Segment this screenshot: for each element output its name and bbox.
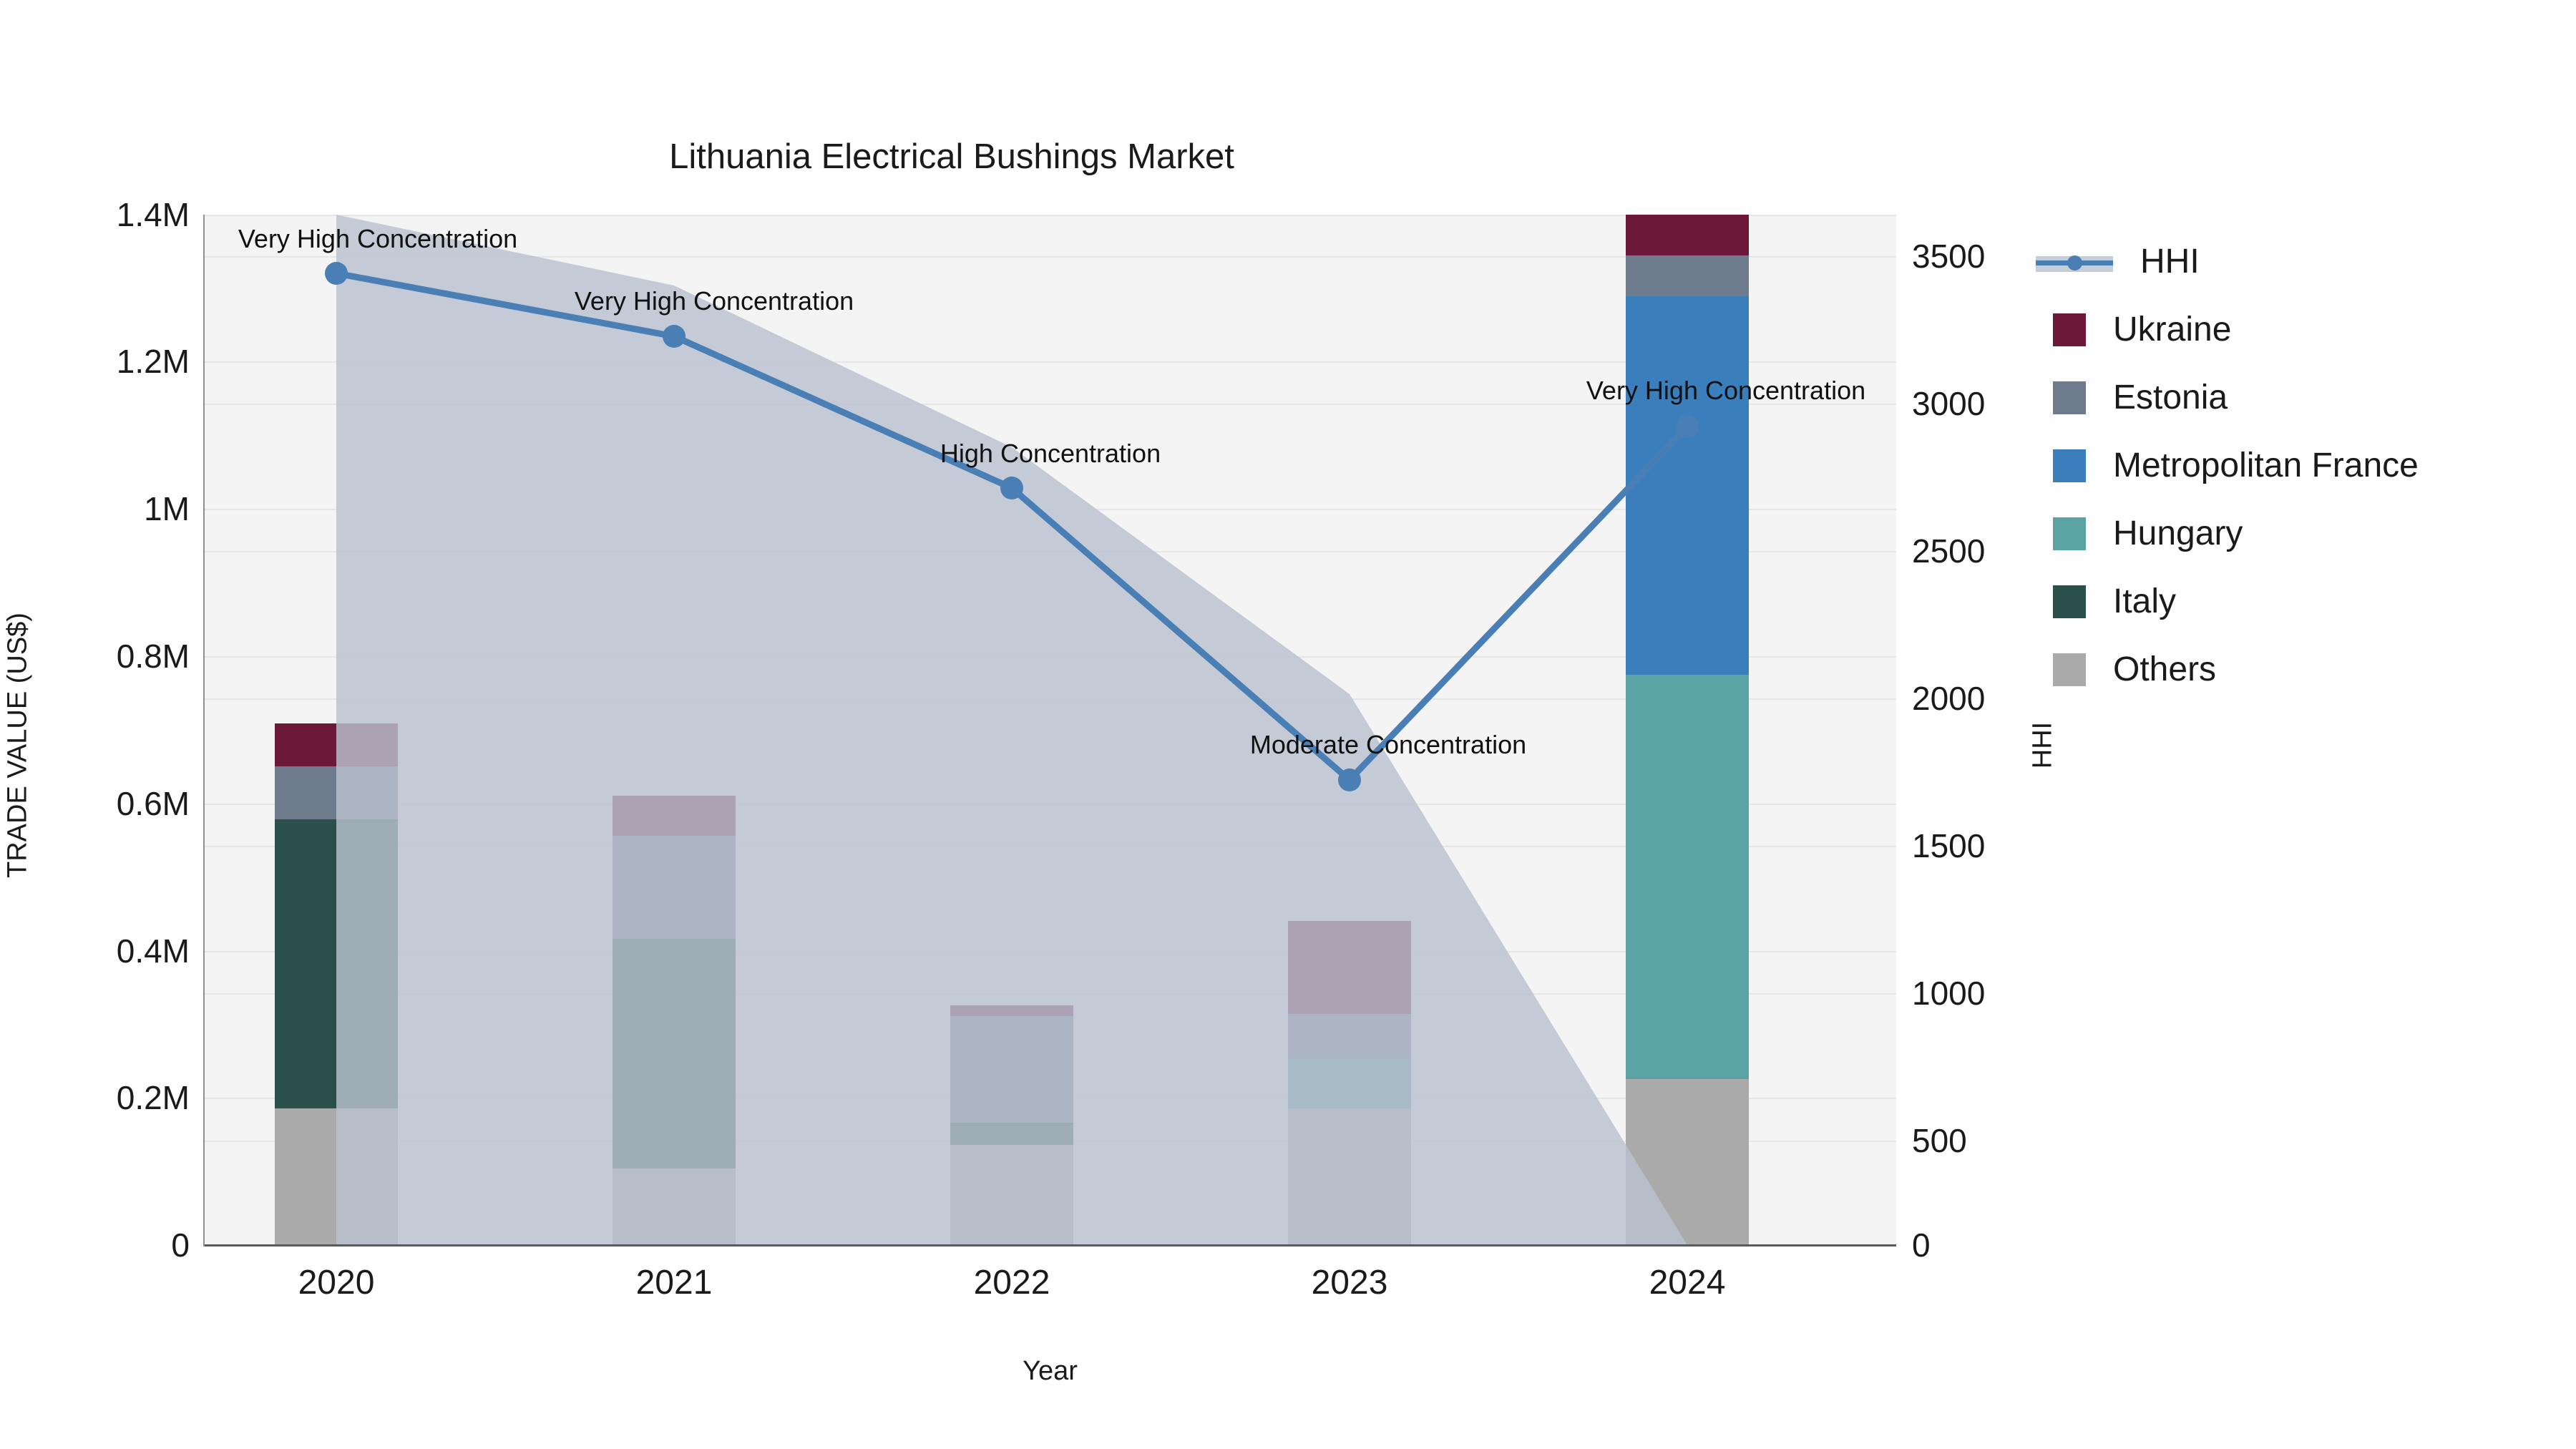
bar-segment-2023-estonia (1288, 1014, 1411, 1059)
legend-label-ukraine: Ukraine (2113, 311, 2232, 348)
x-tick-2024: 2024 (1649, 1264, 1726, 1302)
x-axis-label: Year (1023, 1356, 1078, 1386)
legend-item-italy[interactable]: Italy (2036, 567, 2565, 635)
hhi-line-marker-icon (2036, 245, 2113, 278)
legend-swatch-hungary-icon (2053, 517, 2086, 550)
annotation-2021: Very High Concentration (574, 286, 854, 316)
x-tick-2020: 2020 (298, 1264, 375, 1302)
bar-segment-2021-others (613, 1169, 736, 1244)
annotation-2020: Very High Concentration (238, 224, 518, 253)
bar-segment-2020-estonia (275, 766, 398, 819)
legend-label-others: Others (2113, 650, 2217, 688)
bar-segment-2022-others (950, 1145, 1073, 1244)
y-right-tick-3500: 3500 (1912, 238, 1986, 275)
y-axis-line (203, 215, 205, 1246)
bar-segment-2024-hungary (1626, 675, 1749, 1079)
legend-item-ukraine[interactable]: Ukraine (2036, 296, 2565, 364)
y-left-tick-0_6M: 0.6M (116, 785, 190, 822)
bar-segment-2024-others (1626, 1079, 1749, 1244)
y-left-tick-0_8M: 0.8M (116, 638, 190, 675)
x-tick-2022: 2022 (973, 1264, 1050, 1302)
legend-label-estonia: Estonia (2113, 379, 2228, 416)
y-left-tick-0: 0 (171, 1226, 190, 1264)
legend-swatch-italy-icon (2053, 585, 2086, 618)
bar-segment-2020-others (275, 1108, 398, 1244)
bar-segment-2021-ukraine (613, 796, 736, 836)
y-left-tick-1M: 1M (144, 490, 190, 527)
bar-segment-2021-estonia (613, 836, 736, 939)
y-right-tick-2000: 2000 (1912, 680, 1986, 717)
legend-item-hhi[interactable]: HHI (2036, 228, 2565, 296)
bar-segment-2024-metropolitan-france (1626, 296, 1749, 675)
legend-label-italy: Italy (2113, 582, 2177, 620)
y-left-tick-0_2M: 0.2M (116, 1079, 190, 1116)
bar-segment-2023-ukraine (1288, 921, 1411, 1014)
x-tick-2021: 2021 (635, 1264, 713, 1302)
bar-segment-2022-estonia (950, 1016, 1073, 1123)
annotation-2022: High Concentration (940, 439, 1161, 468)
y-right-tick-500: 500 (1912, 1122, 1967, 1159)
legend-label-metropolitan-france: Metropolitan France (2113, 447, 2419, 484)
legend-label-hhi: HHI (2140, 243, 2200, 280)
annotation-2024: Very High Concentration (1586, 376, 1866, 405)
legend-label-hungary: Hungary (2113, 514, 2243, 552)
legend-item-others[interactable]: Others (2036, 635, 2565, 703)
y-left-tick-1_4M: 1.4M (116, 196, 190, 233)
legend-swatch-metropolitan-france-icon (2053, 449, 2086, 482)
bar-segment-2021-italy (613, 939, 736, 1169)
legend-item-estonia[interactable]: Estonia (2036, 364, 2565, 431)
legend-swatch-others-icon (2053, 653, 2086, 686)
y-axis-left-label: TRADE VALUE (US$) (2, 613, 33, 878)
bar-segment-2023-hungary (1288, 1059, 1411, 1108)
y-left-tick-1_2M: 1.2M (116, 343, 190, 380)
y-right-tick-0: 0 (1912, 1226, 1931, 1264)
y-left-tick-0_4M: 0.4M (116, 932, 190, 970)
bar-segment-2020-italy (275, 819, 398, 1108)
bar-segment-2020-ukraine (275, 723, 398, 766)
bar-segment-2024-ukraine (1626, 215, 1749, 255)
chart-title-line-1: Lithuania Electrical Bushings Market (669, 137, 1234, 176)
legend-item-hungary[interactable]: Hungary (2036, 499, 2565, 567)
legend-item-metropolitan-france[interactable]: Metropolitan France (2036, 431, 2565, 499)
y-right-tick-3000: 3000 (1912, 385, 1986, 422)
x-tick-2023: 2023 (1311, 1264, 1388, 1302)
bar-segment-2022-italy (950, 1123, 1073, 1145)
chart-legend: HHI Ukraine Estonia Metropolitan France … (2036, 228, 2565, 703)
annotation-2023: Moderate Concentration (1249, 730, 1527, 759)
legend-swatch-ukraine-icon (2053, 313, 2086, 346)
y-right-tick-2500: 2500 (1912, 532, 1986, 570)
bar-segment-2024-estonia (1626, 255, 1749, 296)
y-right-tick-1500: 1500 (1912, 827, 1986, 864)
x-axis-line (204, 1244, 1896, 1246)
bar-segment-2022-ukraine (950, 1005, 1073, 1016)
y-right-tick-1000: 1000 (1912, 975, 1986, 1012)
legend-swatch-estonia-icon (2053, 381, 2086, 414)
bar-segment-2023-others (1288, 1108, 1411, 1244)
